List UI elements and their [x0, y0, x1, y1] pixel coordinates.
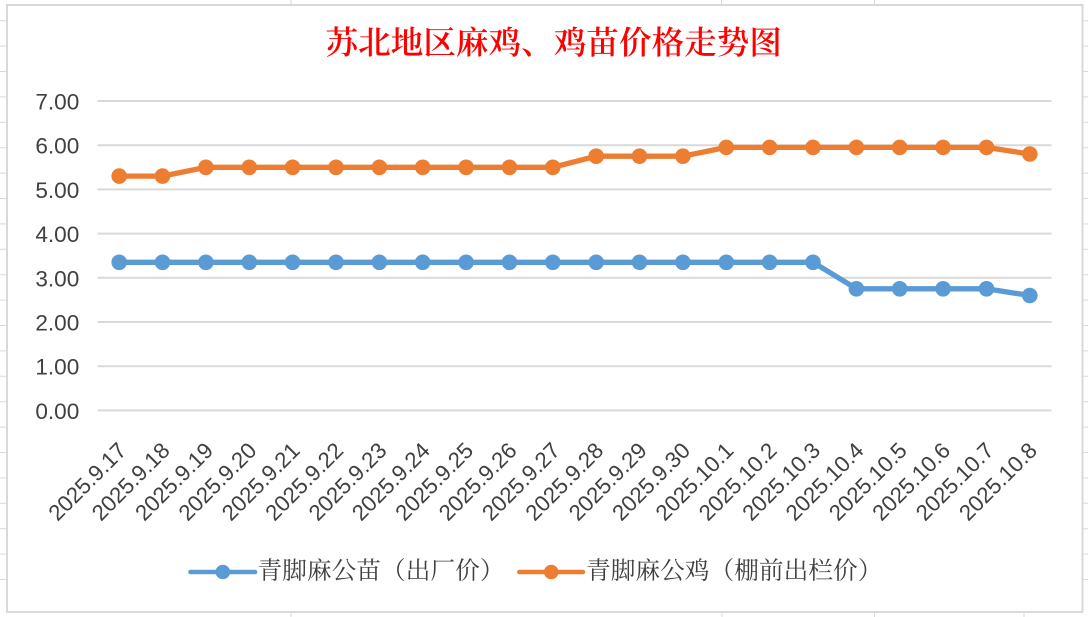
- svg-text:3.00: 3.00: [35, 266, 79, 291]
- svg-text:1.00: 1.00: [35, 355, 79, 380]
- svg-text:0.00: 0.00: [35, 399, 79, 424]
- svg-text:6.00: 6.00: [35, 134, 79, 159]
- svg-text:2.00: 2.00: [35, 311, 79, 336]
- svg-text:7.00: 7.00: [35, 90, 79, 115]
- svg-text:5.00: 5.00: [35, 178, 79, 203]
- svg-text:4.00: 4.00: [35, 222, 79, 247]
